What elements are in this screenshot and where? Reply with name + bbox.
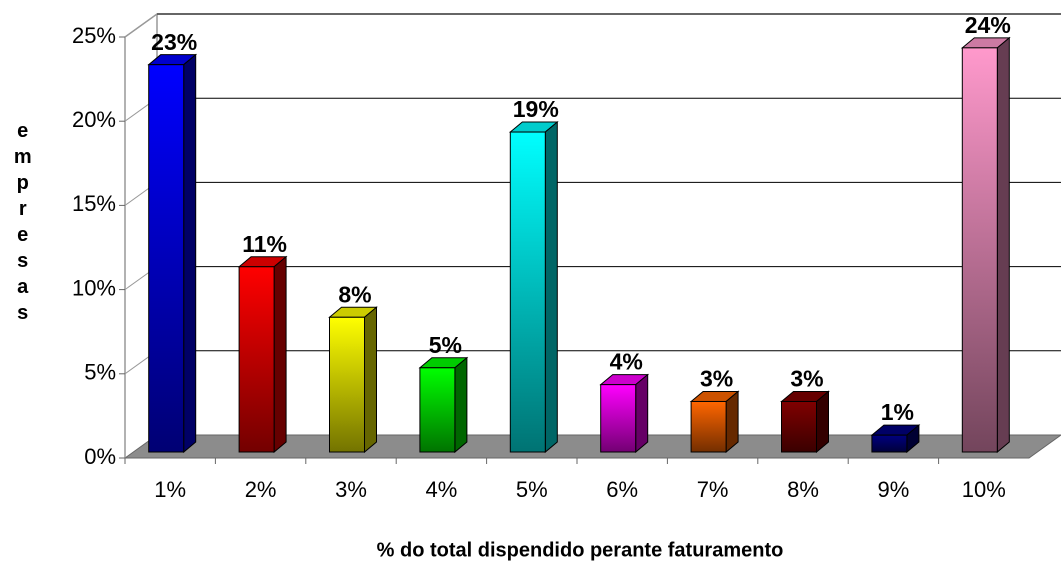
bar xyxy=(961,47,998,453)
data-label: 23% xyxy=(151,29,197,55)
x-tick-label: 10% xyxy=(962,477,1006,502)
bar xyxy=(871,434,908,453)
y-axis-title: empresas xyxy=(12,120,34,328)
y-tick-label: 10% xyxy=(72,275,116,300)
x-tick-label: 5% xyxy=(516,477,548,502)
data-label: 24% xyxy=(965,12,1011,38)
x-tick-label: 8% xyxy=(787,477,819,502)
bar xyxy=(600,384,637,453)
y-tick-label: 0% xyxy=(84,444,116,469)
data-label: 5% xyxy=(429,332,462,358)
y-tick-label: 5% xyxy=(84,360,116,385)
bar-side xyxy=(816,390,829,454)
x-tick-label: 4% xyxy=(426,477,458,502)
data-label: 3% xyxy=(790,366,823,392)
y-tick-label: 25% xyxy=(72,23,116,48)
x-axis-title: % do total dispendido perante faturament… xyxy=(377,539,784,561)
bar xyxy=(419,367,456,453)
data-label: 3% xyxy=(700,366,733,392)
data-label: 11% xyxy=(242,231,287,257)
x-tick-label: 1% xyxy=(154,477,186,502)
bar xyxy=(329,316,365,453)
x-tick-label: 7% xyxy=(697,477,729,502)
data-label: 1% xyxy=(881,399,914,425)
bar xyxy=(690,400,727,453)
y-tick-label: 20% xyxy=(72,107,116,132)
data-label: 4% xyxy=(610,349,643,375)
bar-side xyxy=(544,120,558,454)
x-tick-label: 2% xyxy=(245,477,277,502)
bar-side xyxy=(635,373,649,454)
bar-side xyxy=(725,390,739,454)
x-tick-label: 9% xyxy=(878,477,910,502)
bar xyxy=(781,400,817,453)
grid-line-side xyxy=(124,13,158,38)
data-label: 19% xyxy=(513,96,559,122)
bar-side xyxy=(454,356,468,454)
bar-side xyxy=(183,53,197,454)
x-tick-label: 3% xyxy=(335,477,367,502)
x-tick-label: 6% xyxy=(606,477,638,502)
bar-side xyxy=(364,306,377,454)
bar-side xyxy=(273,255,287,454)
bar xyxy=(509,131,546,453)
data-label: 8% xyxy=(338,281,371,307)
bar xyxy=(148,64,185,453)
bar-side xyxy=(996,36,1010,454)
bar xyxy=(238,266,275,453)
y-tick-label: 15% xyxy=(72,191,116,216)
